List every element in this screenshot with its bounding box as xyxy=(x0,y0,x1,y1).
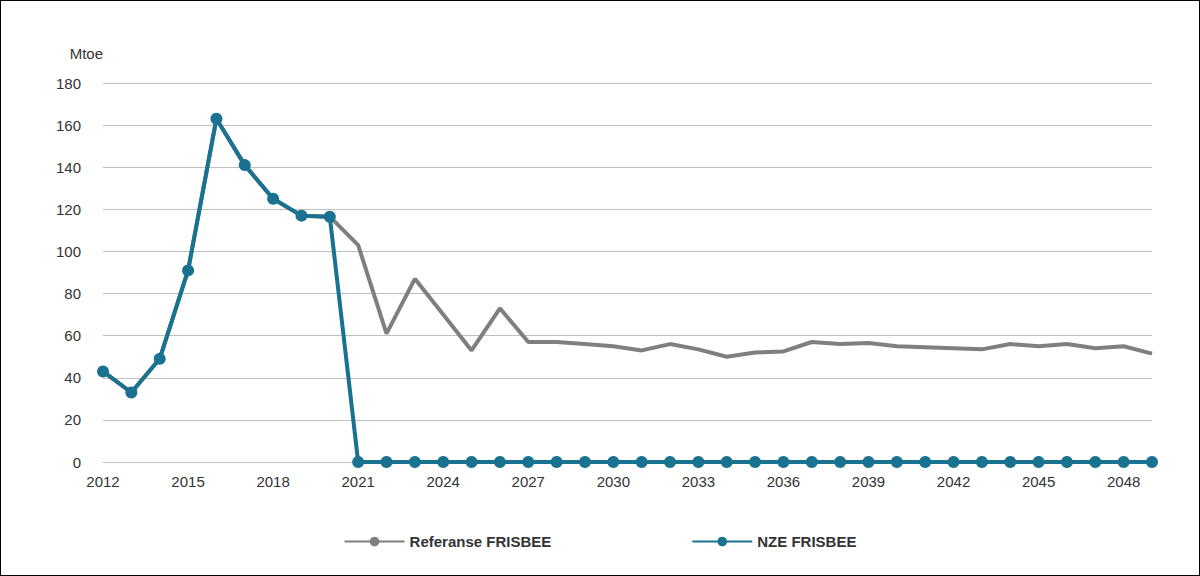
svg-text:NZE FRISBEE: NZE FRISBEE xyxy=(757,533,856,550)
svg-text:20: 20 xyxy=(64,411,81,428)
svg-text:120: 120 xyxy=(56,201,81,218)
svg-text:2045: 2045 xyxy=(1022,473,1055,490)
svg-text:0: 0 xyxy=(73,454,81,471)
svg-text:Referanse FRISBEE: Referanse FRISBEE xyxy=(410,533,552,550)
svg-text:2012: 2012 xyxy=(86,473,119,490)
svg-text:2048: 2048 xyxy=(1107,473,1140,490)
svg-text:2042: 2042 xyxy=(937,473,970,490)
svg-text:2030: 2030 xyxy=(597,473,630,490)
svg-text:40: 40 xyxy=(64,369,81,386)
svg-text:140: 140 xyxy=(56,159,81,176)
svg-text:100: 100 xyxy=(56,243,81,260)
svg-text:80: 80 xyxy=(64,285,81,302)
svg-text:Mtoe: Mtoe xyxy=(70,45,103,62)
svg-text:2027: 2027 xyxy=(512,473,545,490)
svg-text:2033: 2033 xyxy=(682,473,715,490)
svg-text:2015: 2015 xyxy=(171,473,204,490)
svg-text:2039: 2039 xyxy=(852,473,885,490)
svg-text:60: 60 xyxy=(64,327,81,344)
svg-text:2018: 2018 xyxy=(256,473,289,490)
svg-text:2021: 2021 xyxy=(341,473,374,490)
svg-text:180: 180 xyxy=(56,75,81,92)
svg-text:2036: 2036 xyxy=(767,473,800,490)
svg-text:160: 160 xyxy=(56,117,81,134)
svg-text:2024: 2024 xyxy=(427,473,460,490)
